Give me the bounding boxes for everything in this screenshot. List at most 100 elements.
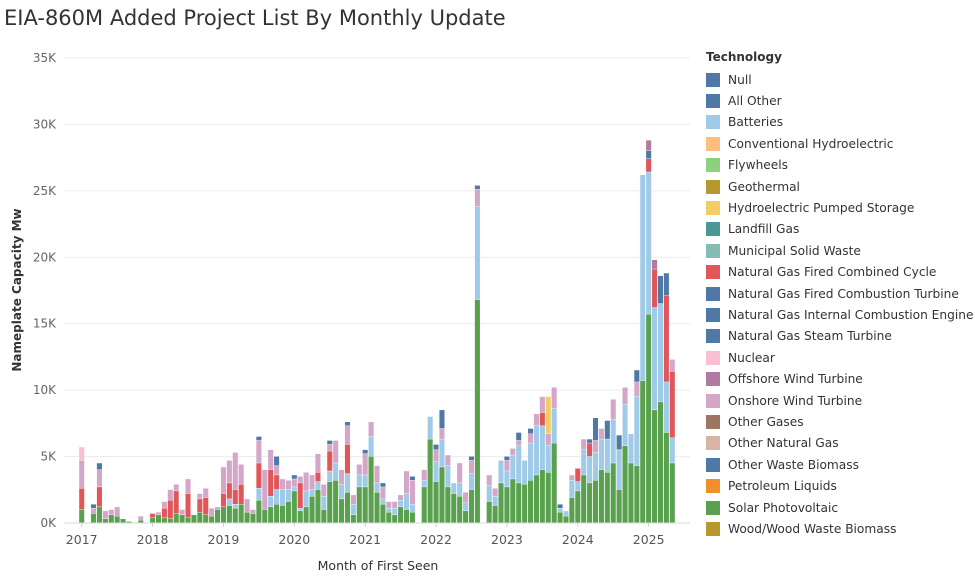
bar-segment <box>463 492 469 503</box>
bar-segment <box>669 463 675 523</box>
bar-segment <box>309 496 315 523</box>
bar-segment <box>380 487 386 499</box>
y-tick-label: 0K <box>40 516 57 530</box>
bar-segment <box>161 508 167 518</box>
bar-segment <box>634 370 640 382</box>
bar-segment <box>350 515 356 523</box>
bar-segment <box>173 484 179 491</box>
bar-segment <box>209 516 215 523</box>
bar-chart: 0K 5K 10K 15K 20K 25K 30K 35K 2017 2018 2019 2020 20… <box>10 51 690 573</box>
legend-item: Flywheels <box>706 155 974 176</box>
legend-item: Natural Gas Fired Combustion Turbine <box>706 283 974 304</box>
bar-segment <box>421 480 427 487</box>
bar-segment <box>226 483 232 499</box>
bar-segment <box>90 504 97 508</box>
bar-segment <box>138 516 144 520</box>
bar-segment <box>669 371 675 438</box>
bars <box>79 140 675 523</box>
bar-segment <box>362 453 368 475</box>
bar-segment <box>433 444 439 450</box>
bar-segment <box>504 471 510 487</box>
bar-segment <box>439 439 445 467</box>
bar-segment <box>256 436 262 441</box>
legend-swatch <box>706 500 720 515</box>
bar-segment <box>362 449 368 454</box>
bar-segment <box>309 489 315 497</box>
bar-segment <box>274 456 280 466</box>
bar-segment <box>203 515 209 523</box>
bar-segment <box>344 473 351 493</box>
bar-segment <box>392 515 398 523</box>
legend-label: Geothermal <box>728 179 800 194</box>
bar-segment <box>333 440 339 463</box>
y-tick-label: 35K <box>33 51 57 65</box>
bar-segment <box>226 505 232 523</box>
bar-segment <box>522 484 528 523</box>
bar-segment <box>592 418 599 441</box>
bar-segment <box>474 299 480 523</box>
bar-segment <box>220 467 226 494</box>
bar-segment <box>321 496 327 510</box>
bar-segment <box>421 487 427 523</box>
bar-segment <box>374 492 380 523</box>
bar-segment <box>309 475 315 490</box>
legend-item: Wood/Wood Waste Biomass <box>706 518 974 539</box>
bar-segment <box>368 422 374 437</box>
legend-label: Petroleum Liquids <box>728 479 837 494</box>
bar-segment <box>285 501 291 523</box>
bar-segment <box>386 508 392 512</box>
bar-segment <box>209 508 215 516</box>
bar-segment <box>220 493 226 507</box>
legend-item: Natural Gas Internal Combustion Engine <box>706 304 974 325</box>
bar-segment <box>380 504 386 523</box>
bar-segment <box>669 437 675 463</box>
bar-segment <box>587 443 593 457</box>
y-tick-label: 20K <box>33 250 57 264</box>
bar-segment <box>215 507 221 510</box>
bar-segment <box>350 504 356 515</box>
bar-segment <box>581 439 587 450</box>
legend-swatch <box>706 307 720 322</box>
legend-swatch <box>706 372 720 387</box>
bar-segment <box>533 414 539 426</box>
legend-item: Other Gases <box>706 411 974 432</box>
bar-segment <box>173 491 179 514</box>
bar-segment <box>587 439 593 443</box>
x-axis-label: Month of First Seen <box>318 558 439 573</box>
bar-segment <box>179 509 185 515</box>
bar-segment <box>126 521 132 523</box>
legend-item: All Other <box>706 90 974 111</box>
bar-segment <box>398 495 404 501</box>
legend-label: Conventional Hydroelectric <box>728 136 894 151</box>
legend-label: Other Waste Biomass <box>728 457 859 472</box>
legend-item: Offshore Wind Turbine <box>706 368 974 389</box>
legend-label: Other Gases <box>728 414 804 429</box>
bar-segment <box>339 499 345 523</box>
bar-segment <box>504 456 510 461</box>
bar-segment <box>256 488 262 501</box>
x-tick-label: 2024 <box>562 532 594 547</box>
bar-segment <box>492 505 498 523</box>
legend-label: Natural Gas Fired Combustion Turbine <box>728 286 959 301</box>
bar-segment <box>398 507 404 523</box>
bar-segment <box>427 439 433 523</box>
bar-segment <box>474 185 480 190</box>
bar-segment <box>155 515 162 523</box>
bar-segment <box>256 500 262 523</box>
bar-segment <box>256 463 262 489</box>
legend-label: All Other <box>728 94 782 109</box>
bar-segment <box>327 444 333 451</box>
bar-segment <box>403 471 410 494</box>
bar-segment <box>409 504 415 512</box>
bar-segment <box>610 463 616 523</box>
bar-segment <box>291 487 297 491</box>
legend-item: Natural Gas Fired Combined Cycle <box>706 262 974 283</box>
bar-segment <box>439 467 445 523</box>
bar-segment <box>657 402 664 523</box>
legend-swatch <box>706 457 720 472</box>
legend-swatch <box>706 94 720 109</box>
bar-segment <box>628 433 634 463</box>
legend-swatch <box>706 201 720 216</box>
bar-segment <box>486 475 492 486</box>
bar-segment <box>226 499 232 506</box>
